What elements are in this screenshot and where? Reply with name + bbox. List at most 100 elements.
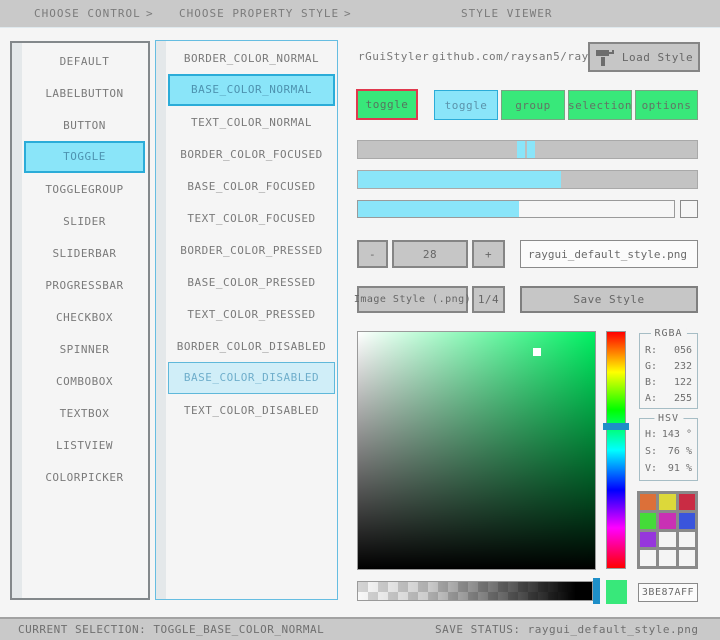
color-swatch-grid: [637, 491, 698, 569]
list-item-text-color-normal[interactable]: TEXT_COLOR_NORMAL: [190, 116, 313, 129]
hex-color-input[interactable]: 3BE87AFF: [638, 583, 698, 602]
save-style-label: Save Style: [573, 293, 645, 306]
list-item-border-color-focused[interactable]: BORDER_COLOR_FOCUSED: [180, 148, 323, 161]
status-bar: CURRENT SELECTION: TOGGLE_BASE_COLOR_NOR…: [0, 617, 720, 640]
color-swatch[interactable]: [659, 512, 676, 529]
breadcrumb-separator: >: [344, 7, 352, 20]
load-style-button[interactable]: Load Style: [588, 42, 700, 72]
toggle-group-label: options: [641, 98, 692, 112]
color-picker-cursor[interactable]: [533, 348, 541, 356]
sliderbar-fill: [358, 171, 562, 188]
spinner-value[interactable]: 28: [392, 240, 468, 268]
color-swatch[interactable]: [640, 531, 657, 548]
paint-roller-icon: [595, 48, 615, 67]
list-item-textbox[interactable]: TEXTBOX: [59, 407, 110, 420]
list-item-combobox[interactable]: COMBOBOX: [56, 375, 113, 388]
style-filename-value: raygui_default_style.png: [528, 247, 687, 261]
toggle-group-item-options[interactable]: options: [635, 90, 698, 120]
breadcrumb-choose-control: CHOOSE CONTROL: [34, 7, 141, 20]
toggle-group-item-group[interactable]: group: [501, 90, 565, 120]
list-item-button[interactable]: BUTTON: [63, 119, 106, 132]
app-name-label: rGuiStyler: [358, 50, 430, 63]
list-item-progressbar[interactable]: PROGRESSBAR: [45, 279, 124, 292]
color-swatch-empty[interactable]: [640, 550, 657, 566]
list-item-toggle[interactable]: TOGGLE: [24, 141, 145, 173]
g-label: G:: [645, 361, 658, 372]
list-item-border-color-disabled[interactable]: BORDER_COLOR_DISABLED: [176, 340, 327, 353]
list-item-labelbutton[interactable]: LABELBUTTON: [45, 87, 124, 100]
spinner-increment-button[interactable]: +: [472, 240, 505, 268]
list-item-togglegroup[interactable]: TOGGLEGROUP: [45, 183, 124, 196]
current-selection-status: CURRENT SELECTION: TOGGLE_BASE_COLOR_NOR…: [18, 623, 325, 636]
image-style-button[interactable]: Image Style (.png): [353, 286, 472, 313]
list-item-listview[interactable]: LISTVIEW: [56, 439, 113, 452]
list-item-sliderbar[interactable]: SLIDERBAR: [52, 247, 117, 260]
breadcrumb-style-viewer: STYLE VIEWER: [461, 7, 553, 20]
v-value: 91 %: [667, 463, 692, 474]
hue-slider-handle[interactable]: [603, 423, 629, 430]
list-item-border-color-normal[interactable]: BORDER_COLOR_NORMAL: [183, 52, 320, 65]
color-swatch-empty[interactable]: [659, 531, 676, 548]
style-page-indicator[interactable]: 1/4: [472, 286, 505, 313]
list-item-spinner[interactable]: SPINNER: [59, 343, 110, 356]
image-style-label: Image Style (.png): [353, 294, 472, 305]
save-status: SAVE STATUS: raygui_default_style.png: [435, 623, 699, 636]
color-swatch-empty[interactable]: [678, 531, 695, 548]
toggle-group-label: toggle: [444, 98, 488, 112]
list-item-base-color-normal[interactable]: BASE_COLOR_NORMAL: [168, 74, 335, 106]
list-item-base-color-focused[interactable]: BASE_COLOR_FOCUSED: [187, 180, 316, 193]
slider-demo[interactable]: [357, 140, 698, 159]
toggle-group-label: group: [515, 98, 551, 112]
s-value: 76 %: [667, 446, 692, 457]
hue-slider[interactable]: [606, 331, 626, 569]
v-label: V:: [645, 463, 658, 474]
color-swatch-empty[interactable]: [659, 550, 676, 566]
style-page-label: 1/4: [477, 293, 500, 306]
toggle-group-item-toggle[interactable]: toggle: [434, 90, 498, 120]
color-swatch[interactable]: [659, 494, 676, 510]
slider-handle[interactable]: [517, 141, 536, 158]
h-value: 143 °: [661, 429, 692, 440]
color-swatch[interactable]: [678, 512, 695, 529]
spinner-decrement-button[interactable]: -: [357, 240, 388, 268]
list-item-slider[interactable]: SLIDER: [63, 215, 106, 228]
toggle-button-active[interactable]: toggle: [356, 89, 418, 120]
hsv-values-panel: HSV H: 143 ° S: 76 % V: 91 %: [639, 413, 698, 481]
save-style-button[interactable]: Save Style: [520, 286, 698, 313]
s-label: S:: [645, 446, 658, 457]
b-label: B:: [645, 377, 658, 388]
list-item-base-color-pressed[interactable]: BASE_COLOR_PRESSED: [187, 276, 316, 289]
toggle-button-label: toggle: [365, 98, 409, 111]
color-swatch-empty[interactable]: [678, 550, 695, 566]
list-item-border-color-pressed[interactable]: BORDER_COLOR_PRESSED: [180, 244, 323, 257]
load-style-label: Load Style: [621, 50, 694, 64]
color-swatch[interactable]: [640, 512, 657, 529]
minus-icon: -: [368, 247, 377, 261]
list-item-default[interactable]: DEFAULT: [59, 55, 110, 68]
progressbar-demo: [357, 200, 675, 218]
spinner-value-label: 28: [422, 247, 438, 261]
color-swatch[interactable]: [640, 494, 657, 510]
style-filename-input[interactable]: raygui_default_style.png: [520, 240, 698, 268]
rgba-values-panel: RGBA R: 056 G: 232 B: 122 A: 255: [639, 328, 698, 409]
current-color-preview: [606, 580, 627, 604]
r-label: R:: [645, 345, 658, 356]
list-item-colorpicker[interactable]: COLORPICKER: [45, 471, 124, 484]
list-item-text-color-focused[interactable]: TEXT_COLOR_FOCUSED: [187, 212, 316, 225]
color-swatch[interactable]: [678, 494, 695, 510]
sliderbar-demo[interactable]: [357, 170, 698, 189]
saturation-value-picker[interactable]: [357, 331, 596, 570]
g-value: 232: [673, 361, 692, 372]
list-item-base-color-disabled[interactable]: BASE_COLOR_DISABLED: [168, 362, 335, 394]
properties-list: BORDER_COLOR_NORMAL BASE_COLOR_NORMAL TE…: [168, 42, 335, 426]
list-item-text-color-disabled[interactable]: TEXT_COLOR_DISABLED: [183, 404, 320, 417]
repo-link[interactable]: github.com/raysan5/raygui: [432, 50, 611, 63]
checkbox-demo[interactable]: [680, 200, 698, 218]
alpha-slider[interactable]: [357, 581, 593, 601]
toggle-group-item-selection[interactable]: selection: [568, 90, 632, 120]
list-item-text-color-pressed[interactable]: TEXT_COLOR_PRESSED: [187, 308, 316, 321]
alpha-slider-handle[interactable]: [593, 578, 600, 604]
list-item-checkbox[interactable]: CHECKBOX: [56, 311, 113, 324]
rgba-panel-title: RGBA: [650, 328, 687, 339]
